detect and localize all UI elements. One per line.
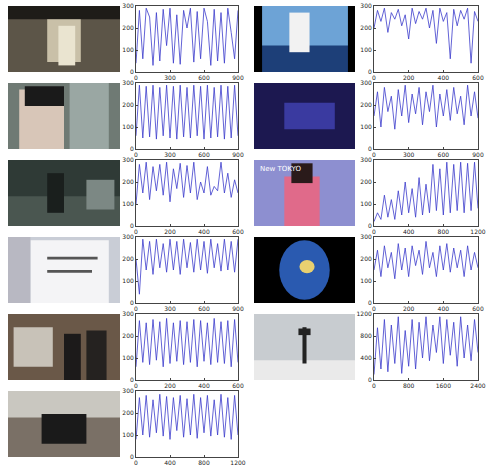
svg-text:300: 300 [164,305,176,312]
svg-text:200: 200 [360,24,372,31]
svg-text:New TOKYO: New TOKYO [260,165,302,173]
svg-text:1200: 1200 [230,459,245,466]
svg-text:800: 800 [360,332,372,339]
svg-text:200: 200 [122,332,134,339]
svg-text:300: 300 [122,310,134,317]
svg-text:600: 600 [472,74,484,81]
svg-text:0: 0 [130,145,134,152]
svg-text:0: 0 [134,74,138,81]
svg-text:1200: 1200 [470,228,485,235]
svg-text:0: 0 [130,376,134,383]
svg-text:0: 0 [372,228,376,235]
svg-text:400: 400 [164,459,176,466]
svg-text:400: 400 [438,305,450,312]
svg-text:600: 600 [198,74,210,81]
svg-text:300: 300 [360,156,372,163]
svg-text:100: 100 [122,200,134,207]
svg-text:300: 300 [122,233,134,240]
svg-text:100: 100 [122,277,134,284]
svg-text:600: 600 [472,305,484,312]
svg-text:400: 400 [360,354,372,361]
svg-text:100: 100 [360,46,372,53]
svg-text:900: 900 [472,151,484,158]
svg-text:100: 100 [122,123,134,130]
svg-text:900: 900 [232,74,244,81]
svg-text:200: 200 [360,101,372,108]
svg-text:200: 200 [122,178,134,185]
svg-text:600: 600 [198,305,210,312]
svg-text:0: 0 [372,151,376,158]
svg-text:200: 200 [164,228,176,235]
svg-text:0: 0 [134,305,138,312]
svg-text:800: 800 [438,228,450,235]
svg-text:0: 0 [368,68,372,75]
svg-text:100: 100 [122,46,134,53]
svg-text:200: 200 [122,255,134,262]
svg-text:100: 100 [122,431,134,438]
svg-text:200: 200 [164,382,176,389]
svg-text:400: 400 [198,228,210,235]
svg-text:0: 0 [134,151,138,158]
svg-text:100: 100 [122,354,134,361]
svg-text:900: 900 [232,305,244,312]
svg-text:0: 0 [368,299,372,306]
svg-text:800: 800 [403,382,415,389]
svg-text:1600: 1600 [436,382,451,389]
svg-text:200: 200 [403,305,415,312]
svg-text:0: 0 [130,68,134,75]
svg-text:400: 400 [198,382,210,389]
svg-text:0: 0 [130,299,134,306]
svg-text:0: 0 [130,453,134,460]
svg-text:600: 600 [232,382,244,389]
svg-text:300: 300 [403,151,415,158]
svg-text:100: 100 [360,123,372,130]
svg-text:0: 0 [134,228,138,235]
svg-text:2400: 2400 [470,382,485,389]
svg-text:300: 300 [164,151,176,158]
svg-text:200: 200 [360,178,372,185]
svg-text:200: 200 [403,74,415,81]
svg-text:300: 300 [122,79,134,86]
svg-text:0: 0 [372,74,376,81]
svg-text:600: 600 [438,151,450,158]
svg-text:1200: 1200 [357,310,372,317]
svg-text:0: 0 [372,382,376,389]
svg-text:0: 0 [134,459,138,466]
svg-text:400: 400 [438,74,450,81]
svg-text:200: 200 [122,409,134,416]
svg-text:200: 200 [360,255,372,262]
svg-text:0: 0 [134,382,138,389]
svg-text:0: 0 [372,305,376,312]
svg-text:200: 200 [122,101,134,108]
svg-text:400: 400 [403,228,415,235]
svg-text:300: 300 [360,79,372,86]
svg-text:300: 300 [164,74,176,81]
svg-text:600: 600 [232,228,244,235]
svg-text:100: 100 [360,277,372,284]
svg-text:100: 100 [360,200,372,207]
svg-text:0: 0 [368,376,372,383]
svg-text:300: 300 [360,233,372,240]
svg-text:300: 300 [122,2,134,9]
svg-text:0: 0 [368,145,372,152]
svg-text:300: 300 [122,387,134,394]
svg-text:300: 300 [360,2,372,9]
svg-text:0: 0 [368,222,372,229]
svg-text:800: 800 [198,459,210,466]
svg-text:600: 600 [198,151,210,158]
svg-text:900: 900 [232,151,244,158]
svg-text:300: 300 [122,156,134,163]
svg-text:200: 200 [122,24,134,31]
svg-text:0: 0 [130,222,134,229]
